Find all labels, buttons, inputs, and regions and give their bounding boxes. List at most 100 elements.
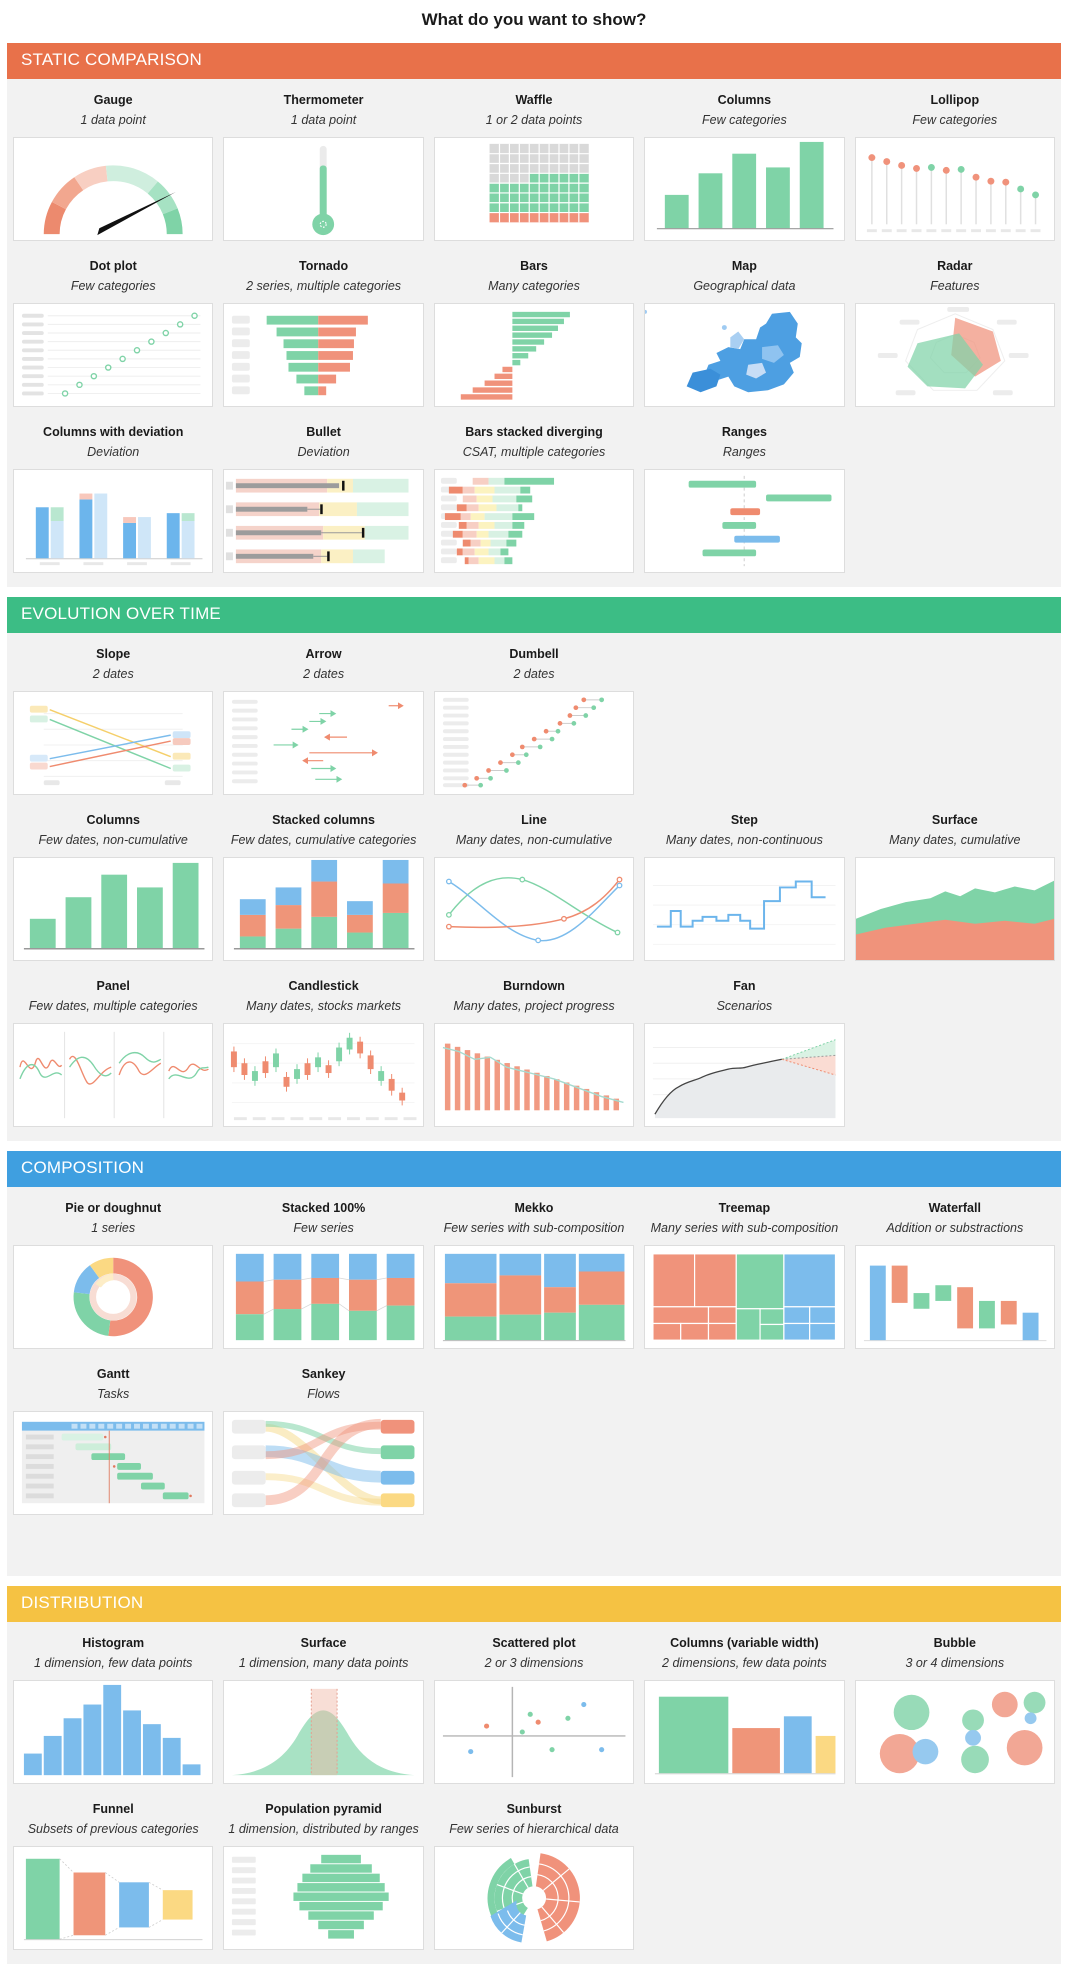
chart-subtitle: 2 dates bbox=[92, 667, 134, 681]
section-header-evolution: EVOLUTION OVER TIME bbox=[7, 597, 1061, 633]
section-body-static: Gauge 1 data point Thermometer 1 bbox=[7, 79, 1061, 587]
chart-subtitle: Deviation bbox=[297, 445, 350, 459]
chart-subtitle: Addition or substractions bbox=[886, 1221, 1024, 1235]
chart-title: Surface bbox=[931, 813, 978, 827]
chart-subtitle: 1 dimension, distributed by ranges bbox=[228, 1822, 419, 1836]
section-body-distribution: Histogram 1 dimension, few data points S… bbox=[7, 1622, 1061, 1964]
chart-title: Panel bbox=[96, 979, 130, 993]
section-header-distribution: DISTRIBUTION bbox=[7, 1586, 1061, 1622]
chart-subtitle: 1 dimension, few data points bbox=[33, 1656, 193, 1670]
chart-title: Columns bbox=[717, 93, 772, 107]
chart-title: Thermometer bbox=[283, 93, 364, 107]
sankey-thumbnail bbox=[223, 1411, 424, 1515]
row: Funnel Subsets of previous categories bbox=[13, 1790, 1055, 1950]
candlestick-thumbnail bbox=[223, 1023, 424, 1127]
row: Slope 2 dates bbox=[13, 635, 1055, 795]
chart-title: Waffle bbox=[515, 93, 553, 107]
chart-card-line: Line Many dates, non-cumulative bbox=[433, 801, 635, 961]
section-header-static: STATIC COMPARISON bbox=[7, 43, 1061, 79]
chart-subtitle: Few categories bbox=[70, 279, 156, 293]
columns-variable-width-thumbnail bbox=[644, 1680, 845, 1784]
chart-subtitle: Subsets of previous categories bbox=[27, 1822, 199, 1836]
radar-thumbnail bbox=[854, 303, 1055, 407]
sunburst-thumbnail bbox=[433, 1846, 635, 1950]
chart-card-lollipop: Lollipop Few categories bbox=[854, 81, 1055, 241]
chart-card-waffle: Waffle 1 or 2 data points bbox=[433, 81, 635, 241]
chart-card-ranges: Ranges Ranges bbox=[644, 413, 845, 573]
chart-subtitle: Features bbox=[930, 279, 980, 293]
row: Histogram 1 dimension, few data points S… bbox=[13, 1624, 1055, 1784]
chart-subtitle: Few dates, cumulative categories bbox=[230, 833, 417, 847]
chart-title: Bars bbox=[520, 259, 548, 273]
chart-card-waterfall: Waterfall Addition or substractions bbox=[854, 1189, 1055, 1349]
chart-title: Columns with deviation bbox=[43, 425, 184, 439]
chart-subtitle: Few series of hierarchical data bbox=[449, 1822, 619, 1836]
chart-card-thermometer: Thermometer 1 data point bbox=[223, 81, 424, 241]
columns-evolution-thumbnail bbox=[13, 857, 214, 961]
chart-subtitle: Few series with sub-composition bbox=[443, 1221, 625, 1235]
columns-with-deviation-thumbnail bbox=[13, 469, 214, 573]
dot-plot-thumbnail bbox=[13, 303, 214, 407]
chart-title: Treemap bbox=[718, 1201, 771, 1215]
chart-title: Mekko bbox=[514, 1201, 554, 1215]
chart-card-map: Map Geographical data bbox=[644, 247, 845, 407]
surface-evolution-thumbnail bbox=[854, 857, 1055, 961]
chart-subtitle: Many categories bbox=[488, 279, 580, 293]
section-body-composition: Pie or doughnut 1 series Stacked 100% Fe… bbox=[7, 1187, 1061, 1576]
page-title: What do you want to show? bbox=[421, 10, 647, 29]
chart-title: Line bbox=[521, 813, 547, 827]
thermometer-thumbnail bbox=[223, 137, 424, 241]
chart-subtitle: Many dates, cumulative bbox=[889, 833, 1021, 847]
chart-title: Step bbox=[730, 813, 758, 827]
chart-card-histogram: Histogram 1 dimension, few data points bbox=[13, 1624, 214, 1784]
chart-subtitle: 1 or 2 data points bbox=[485, 113, 583, 127]
section-distribution: DISTRIBUTION Histogram 1 dimension, few … bbox=[7, 1586, 1061, 1964]
chart-title: Bars stacked diverging bbox=[465, 425, 603, 439]
chart-subtitle: Many dates, project progress bbox=[453, 999, 615, 1013]
chart-card-burndown: Burndown Many dates, project progress bbox=[433, 967, 635, 1127]
chart-title: Dot plot bbox=[89, 259, 137, 273]
chart-card-bars-stacked-diverging: Bars stacked diverging CSAT, multiple ca… bbox=[433, 413, 635, 573]
section-body-evolution: Slope 2 dates bbox=[7, 633, 1061, 1141]
chart-title: Lollipop bbox=[930, 93, 980, 107]
chart-title: Tornado bbox=[299, 259, 349, 273]
chart-card-gauge: Gauge 1 data point bbox=[13, 81, 214, 241]
chart-subtitle: 1 data point bbox=[290, 113, 357, 127]
chart-card-stacked-100: Stacked 100% Few series bbox=[223, 1189, 424, 1349]
chart-title: Gantt bbox=[96, 1367, 130, 1381]
chart-title: Stacked 100% bbox=[281, 1201, 366, 1215]
row: Panel Few dates, multiple categories bbox=[13, 967, 1055, 1127]
chart-title: Arrow bbox=[305, 647, 342, 661]
chart-title: Map bbox=[731, 259, 757, 273]
chart-title: Scattered plot bbox=[492, 1636, 576, 1650]
chart-card-panel: Panel Few dates, multiple categories bbox=[13, 967, 214, 1127]
pie-doughnut-thumbnail bbox=[13, 1245, 214, 1349]
histogram-thumbnail bbox=[13, 1680, 214, 1784]
chart-title: Sankey bbox=[301, 1367, 346, 1381]
gantt-thumbnail bbox=[13, 1411, 214, 1515]
chart-card-mekko: Mekko Few series with sub-composition bbox=[433, 1189, 635, 1349]
bars-thumbnail bbox=[433, 303, 635, 407]
step-thumbnail bbox=[644, 857, 845, 961]
chart-title: Funnel bbox=[92, 1802, 134, 1816]
chart-card-arrow: Arrow 2 dates bbox=[223, 635, 424, 795]
burndown-thumbnail bbox=[433, 1023, 635, 1127]
chart-card-surface-evolution: Surface Many dates, cumulative bbox=[854, 801, 1055, 961]
chart-title: Candlestick bbox=[288, 979, 359, 993]
chart-title: Sunburst bbox=[506, 1802, 562, 1816]
mekko-thumbnail bbox=[433, 1245, 635, 1349]
chart-card-columns-with-deviation: Columns with deviation Deviation bbox=[13, 413, 214, 573]
chart-title: Pie or doughnut bbox=[65, 1201, 162, 1215]
chart-subtitle: Many series with sub-composition bbox=[650, 1221, 839, 1235]
chart-card-radar: Radar Features bbox=[854, 247, 1055, 407]
chart-subtitle: Few categories bbox=[912, 113, 998, 127]
line-thumbnail bbox=[433, 857, 635, 961]
chart-subtitle: Flows bbox=[307, 1387, 340, 1401]
chart-subtitle: 1 dimension, many data points bbox=[238, 1656, 409, 1670]
chart-title: Waterfall bbox=[928, 1201, 981, 1215]
row: Dot plot Few categories Tornado 2 serie bbox=[13, 247, 1055, 407]
ranges-thumbnail bbox=[644, 469, 845, 573]
waterfall-thumbnail bbox=[854, 1245, 1055, 1349]
chart-card-columns-evolution: Columns Few dates, non-cumulative bbox=[13, 801, 214, 961]
chart-title: Radar bbox=[937, 259, 973, 273]
